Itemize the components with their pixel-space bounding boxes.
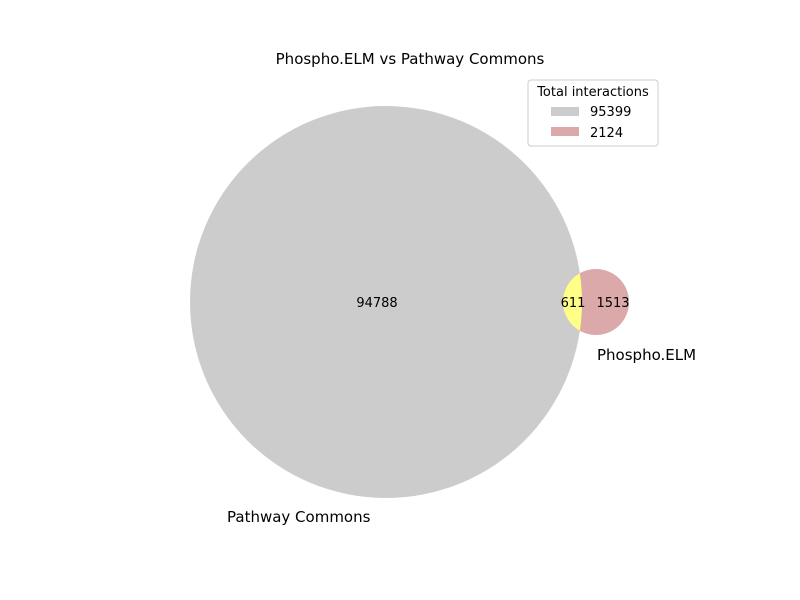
pathway-commons-label: Pathway Commons (227, 508, 371, 526)
legend-title: Total interactions (536, 85, 649, 100)
intersection-value: 611 (561, 296, 586, 311)
phospho-elm-label: Phospho.ELM (597, 346, 696, 364)
chart-title: Phospho.ELM vs Pathway Commons (276, 50, 545, 68)
legend-label-phospho-elm: 2124 (590, 126, 623, 141)
pathway-commons-circle (190, 106, 582, 498)
pathway-commons-only-value: 94788 (356, 296, 397, 311)
phospho-elm-only-value: 1513 (596, 296, 629, 311)
legend-swatch-pathway-commons (551, 107, 579, 116)
legend: Total interactions 95399 2124 (527, 79, 659, 147)
legend-label-pathway-commons: 95399 (590, 105, 631, 120)
legend-swatch-phospho-elm (551, 127, 579, 136)
